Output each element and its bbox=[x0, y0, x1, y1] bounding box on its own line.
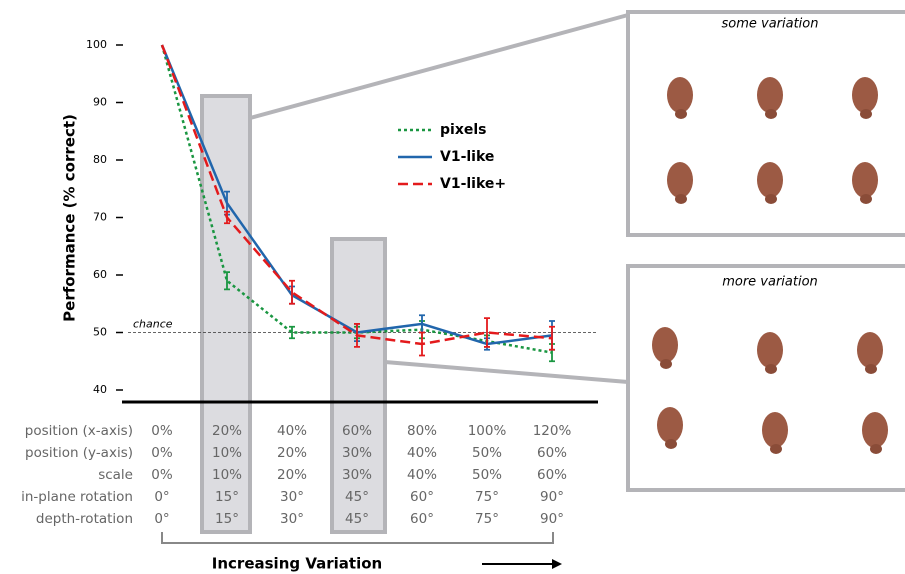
y-tick-label: 100 bbox=[86, 38, 107, 51]
y-tick-label: 40 bbox=[93, 383, 107, 396]
head bbox=[762, 412, 788, 448]
chance-label: chance bbox=[133, 318, 173, 331]
table-cell: 90° bbox=[540, 489, 564, 505]
legend-label: V1-like bbox=[440, 149, 494, 165]
error-bar bbox=[289, 279, 295, 305]
table-cell: 40% bbox=[277, 423, 307, 439]
error-bar bbox=[224, 210, 230, 225]
table-cell: 60% bbox=[342, 423, 372, 439]
table-cell: 60° bbox=[410, 489, 434, 505]
head bbox=[757, 77, 783, 113]
panel-title: some variation bbox=[721, 17, 818, 32]
legend-label: pixels bbox=[440, 122, 486, 138]
error-bar bbox=[549, 325, 555, 351]
head bbox=[757, 332, 783, 368]
table-cell: 60% bbox=[537, 445, 567, 461]
table-cell: 15° bbox=[215, 489, 239, 505]
head bbox=[757, 162, 783, 198]
y-tick-label: 60 bbox=[93, 268, 107, 281]
y-tick-label: 80 bbox=[93, 153, 107, 166]
legend-label: V1-like+ bbox=[440, 176, 506, 192]
error-bar bbox=[419, 331, 425, 357]
table-cell: 30% bbox=[342, 467, 372, 483]
table-cell: 15° bbox=[215, 511, 239, 527]
neck bbox=[665, 439, 677, 449]
panel-title: more variation bbox=[722, 275, 818, 290]
head bbox=[667, 77, 693, 113]
highlight-box bbox=[200, 94, 252, 534]
table-cell: 40% bbox=[407, 467, 437, 483]
neck bbox=[865, 364, 877, 374]
panel bbox=[626, 10, 905, 237]
neck bbox=[675, 109, 687, 119]
head bbox=[852, 77, 878, 113]
head bbox=[852, 162, 878, 198]
neck bbox=[860, 194, 872, 204]
neck bbox=[660, 359, 672, 369]
table-cell: 20% bbox=[277, 467, 307, 483]
table-cell: 120% bbox=[533, 423, 572, 439]
table-cell: 45° bbox=[345, 511, 369, 527]
table-cell: 100% bbox=[468, 423, 507, 439]
head bbox=[657, 407, 683, 443]
head bbox=[862, 412, 888, 448]
face-images bbox=[652, 77, 888, 454]
head bbox=[652, 327, 678, 363]
row-label: depth-rotation bbox=[36, 511, 133, 527]
neck bbox=[770, 444, 782, 454]
row-label: in-plane rotation bbox=[21, 489, 133, 505]
error-bar bbox=[484, 317, 490, 348]
table-cell: 45° bbox=[345, 489, 369, 505]
neck bbox=[870, 444, 882, 454]
neck bbox=[765, 194, 777, 204]
error-bar bbox=[289, 325, 295, 340]
highlight-box bbox=[330, 237, 387, 534]
arrow-head bbox=[552, 559, 562, 569]
table-cell: 0% bbox=[151, 423, 173, 439]
panel bbox=[626, 264, 905, 492]
y-tick-label: 70 bbox=[93, 211, 107, 224]
error-bar bbox=[354, 322, 360, 348]
neck bbox=[675, 194, 687, 204]
error-bar bbox=[224, 271, 230, 291]
table-cell: 90° bbox=[540, 511, 564, 527]
table-cell: 0° bbox=[154, 511, 169, 527]
legend: pixels V1-like V1-like+ bbox=[398, 122, 506, 192]
table-cell: 40% bbox=[407, 445, 437, 461]
table-cell: 0° bbox=[154, 489, 169, 505]
y-axis-label: Performance (% correct) bbox=[61, 114, 79, 322]
table-cell: 80% bbox=[407, 423, 437, 439]
bracket bbox=[161, 532, 554, 544]
neck bbox=[860, 109, 872, 119]
table-cell: 50% bbox=[472, 467, 502, 483]
table-cell: 10% bbox=[212, 445, 242, 461]
y-tick-label: 50 bbox=[93, 326, 107, 339]
row-label: position (y-axis) bbox=[25, 445, 133, 461]
table-cell: 30° bbox=[280, 489, 304, 505]
table-cell: 30° bbox=[280, 511, 304, 527]
x-caption: Increasing Variation bbox=[212, 555, 382, 573]
table-cell: 20% bbox=[277, 445, 307, 461]
table-cell: 75° bbox=[475, 511, 499, 527]
table-cell: 0% bbox=[151, 467, 173, 483]
table-cell: 60% bbox=[537, 467, 567, 483]
head bbox=[857, 332, 883, 368]
table-cell: 0% bbox=[151, 445, 173, 461]
connector bbox=[384, 360, 629, 384]
neck bbox=[765, 364, 777, 374]
table-cell: 30% bbox=[342, 445, 372, 461]
table-cell: 10% bbox=[212, 467, 242, 483]
connector bbox=[249, 13, 629, 120]
table-cell: 50% bbox=[472, 445, 502, 461]
row-label: scale bbox=[98, 467, 133, 483]
table-cell: 60° bbox=[410, 511, 434, 527]
row-label: position (x-axis) bbox=[25, 423, 133, 439]
y-tick-label: 90 bbox=[93, 96, 107, 109]
table-cell: 20% bbox=[212, 423, 242, 439]
neck bbox=[765, 109, 777, 119]
head bbox=[667, 162, 693, 198]
table-cell: 75° bbox=[475, 489, 499, 505]
